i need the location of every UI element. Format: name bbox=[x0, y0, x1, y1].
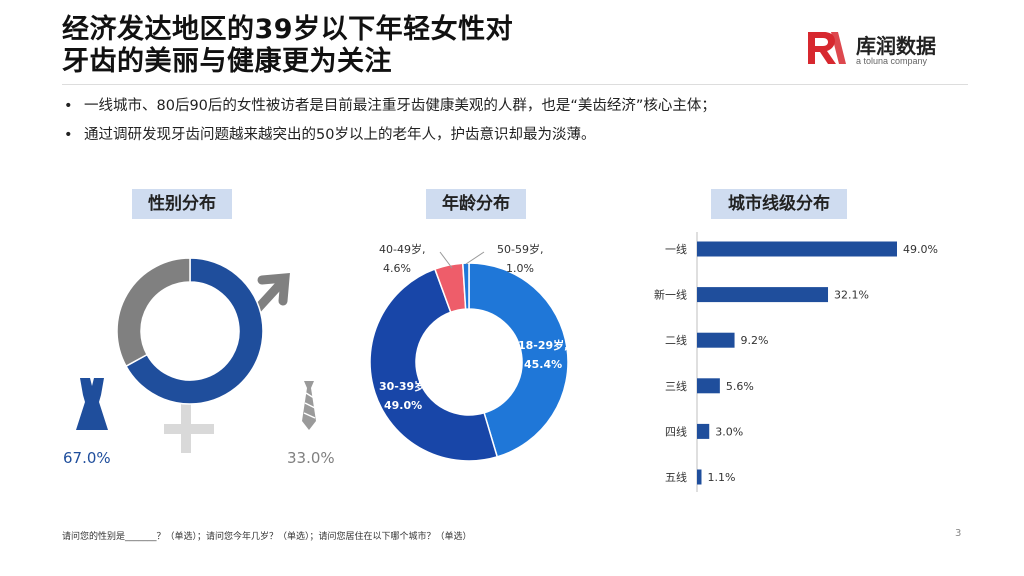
brand-name: 库润数据 bbox=[856, 34, 936, 58]
bullet-item: 通过调研发现牙齿问题越来越突出的50岁以上的老年人，护齿意识却最为淡薄。 bbox=[62, 125, 716, 145]
city-bar bbox=[697, 423, 710, 439]
kurun-logo-icon bbox=[808, 32, 846, 64]
bullet-item: 一线城市、80后90后的女性被访者是目前最注重牙齿健康美观的人群，也是“美齿经济… bbox=[62, 96, 716, 116]
city-value-label: 32.1% bbox=[834, 289, 869, 302]
survey-footnote: 请问您的性别是_______？（单选）；请问您今年几岁？（单选）；请问您居住在以… bbox=[62, 532, 472, 542]
city-category-label: 二线 bbox=[665, 333, 687, 347]
age-40-49-label: 40-49岁, bbox=[379, 242, 425, 256]
gender-donut-chart bbox=[116, 257, 264, 405]
title-line-2: 牙齿的美丽与健康更为关注 bbox=[62, 46, 392, 77]
age-50-59-leader bbox=[465, 251, 485, 265]
city-bar bbox=[697, 469, 702, 485]
female-symbol-icon bbox=[164, 403, 214, 453]
city-bar bbox=[697, 287, 829, 303]
header-divider bbox=[62, 84, 968, 85]
city-value-label: 9.2% bbox=[741, 334, 769, 347]
city-category-label: 三线 bbox=[665, 379, 687, 393]
age-18-29-value: 45.4% bbox=[524, 358, 562, 371]
brand-logo: 库润数据 a toluna company bbox=[804, 28, 954, 70]
gender-section-label: 性别分布 bbox=[132, 189, 232, 219]
male-share-label: 33.0% bbox=[287, 449, 335, 467]
age-50-59-value: 1.0% bbox=[506, 262, 534, 275]
age-30-39-label: 30-39岁, bbox=[379, 379, 429, 393]
age-30-39-value: 49.0% bbox=[384, 399, 422, 412]
city-category-label: 新一线 bbox=[654, 288, 687, 302]
age-section-label: 年龄分布 bbox=[426, 189, 526, 219]
age-40-49-leader bbox=[439, 251, 453, 269]
city-category-label: 四线 bbox=[665, 424, 687, 438]
female-share-label: 67.0% bbox=[63, 449, 111, 467]
city-value-label: 1.1% bbox=[707, 471, 735, 484]
bullet-list: 一线城市、80后90后的女性被访者是目前最注重牙齿健康美观的人群，也是“美齿经济… bbox=[62, 96, 716, 154]
city-value-label: 49.0% bbox=[903, 243, 938, 256]
city-bar-chart: 一线 49.0% 新一线 32.1% 二线 9.2% 三线 5.6% 四线 3.0% 五线 1.1% bbox=[654, 232, 938, 492]
title-line-1: 经济发达地区的39岁以下年轻女性对 bbox=[62, 14, 514, 45]
city-bar bbox=[697, 378, 720, 394]
city-section-label: 城市线级分布 bbox=[711, 189, 847, 219]
city-value-label: 5.6% bbox=[726, 380, 754, 393]
page-title: 经济发达地区的39岁以下年轻女性对 牙齿的美丽与健康更为关注 bbox=[62, 14, 513, 78]
brand-tagline: a toluna company bbox=[856, 56, 928, 66]
city-bar bbox=[697, 241, 897, 257]
slice-age-50-59 bbox=[461, 262, 470, 310]
dress-icon bbox=[76, 378, 108, 430]
city-bar bbox=[697, 332, 735, 348]
age-18-29-label: 18-29岁, bbox=[518, 338, 568, 352]
necktie-icon bbox=[302, 381, 316, 430]
city-value-label: 3.0% bbox=[715, 425, 743, 438]
slice-male bbox=[116, 257, 191, 368]
age-donut-chart: 18-29岁, 45.4% 30-39岁, 49.0% 40-49岁, 4.6% 50-59… bbox=[369, 242, 569, 462]
city-category-label: 一线 bbox=[665, 242, 687, 256]
age-50-59-label: 50-59岁, bbox=[497, 242, 543, 256]
age-40-49-value: 4.6% bbox=[383, 262, 411, 275]
slice-age-18-29 bbox=[468, 262, 569, 458]
slice-age-30-39 bbox=[369, 268, 499, 462]
page-number: 3 bbox=[955, 528, 962, 539]
city-category-label: 五线 bbox=[665, 470, 687, 484]
slice-female bbox=[125, 257, 264, 405]
